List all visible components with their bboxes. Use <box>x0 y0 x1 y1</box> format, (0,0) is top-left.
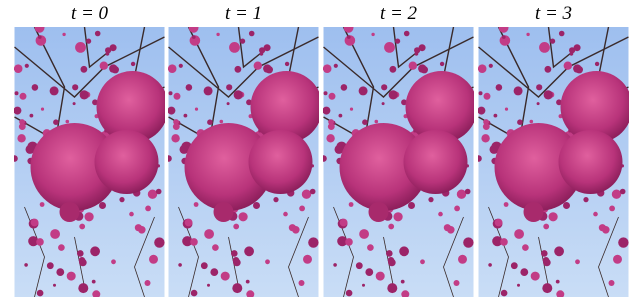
panel-label: t = 3 <box>535 3 572 24</box>
panel-image <box>320 23 477 298</box>
panel-label: t = 0 <box>71 3 109 24</box>
panel-image <box>165 23 322 298</box>
panel-label: t = 2 <box>380 3 418 24</box>
panel-image <box>11 23 168 298</box>
figure: t = 0 t = 1 t = 2 t = 3 <box>0 0 644 300</box>
panel-label: t = 1 <box>225 3 262 24</box>
panel-image <box>475 23 632 298</box>
